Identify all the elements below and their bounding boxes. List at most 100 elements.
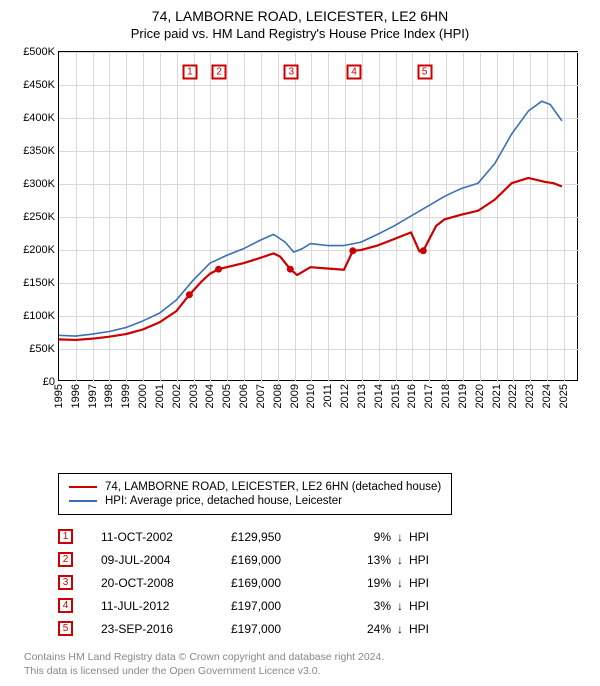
x-axis-label: 2021 bbox=[491, 384, 503, 408]
sale-point-dot bbox=[420, 247, 427, 254]
transaction-rel-label: HPI bbox=[409, 576, 449, 590]
y-axis-label: £250K bbox=[17, 211, 55, 223]
sale-marker-box: 3 bbox=[284, 64, 299, 79]
sale-marker-box: 1 bbox=[182, 64, 197, 79]
sale-marker-box: 5 bbox=[417, 64, 432, 79]
title-block: 74, LAMBORNE ROAD, LEICESTER, LE2 6HN Pr… bbox=[12, 8, 588, 41]
x-axis-label: 1996 bbox=[70, 384, 82, 408]
transaction-date: 09-JUL-2004 bbox=[101, 553, 231, 567]
attribution: Contains HM Land Registry data © Crown c… bbox=[24, 650, 588, 678]
x-axis-label: 1998 bbox=[103, 384, 115, 408]
transaction-pct: 9% bbox=[341, 530, 391, 544]
x-axis-label: 2006 bbox=[238, 384, 250, 408]
legend-label: HPI: Average price, detached house, Leic… bbox=[105, 495, 342, 507]
legend-item: 74, LAMBORNE ROAD, LEICESTER, LE2 6HN (d… bbox=[69, 480, 441, 494]
transaction-row: 320-OCT-2008£169,00019%↓HPI bbox=[58, 571, 588, 594]
transaction-rel-label: HPI bbox=[409, 553, 449, 567]
legend-item: HPI: Average price, detached house, Leic… bbox=[69, 494, 441, 508]
transaction-marker-box: 3 bbox=[58, 575, 73, 590]
x-axis-label: 2010 bbox=[305, 384, 317, 408]
y-axis-label: £50K bbox=[17, 343, 55, 355]
legend-label: 74, LAMBORNE ROAD, LEICESTER, LE2 6HN (d… bbox=[105, 481, 441, 493]
x-axis-label: 2013 bbox=[356, 384, 368, 408]
x-axis-label: 2014 bbox=[373, 384, 385, 408]
transaction-date: 23-SEP-2016 bbox=[101, 622, 231, 636]
transaction-price: £129,950 bbox=[231, 530, 341, 544]
x-axis-label: 1997 bbox=[87, 384, 99, 408]
y-axis-label: £350K bbox=[17, 145, 55, 157]
x-axis-label: 2024 bbox=[541, 384, 553, 408]
transaction-table: 111-OCT-2002£129,9509%↓HPI209-JUL-2004£1… bbox=[58, 525, 588, 640]
sale-point-dot bbox=[215, 266, 222, 273]
sale-marker-box: 2 bbox=[212, 64, 227, 79]
line-layer bbox=[59, 52, 577, 380]
chart-title: 74, LAMBORNE ROAD, LEICESTER, LE2 6HN bbox=[12, 8, 588, 24]
x-axis-label: 2020 bbox=[474, 384, 486, 408]
sale-point-dot bbox=[349, 247, 356, 254]
x-axis-label: 2008 bbox=[272, 384, 284, 408]
chart-area: £0 £50K £100K £150K £200K £250K £300K £350K £400… bbox=[12, 47, 588, 437]
transaction-marker-box: 1 bbox=[58, 529, 73, 544]
y-axis-label: £300K bbox=[17, 178, 55, 190]
transaction-price: £197,000 bbox=[231, 622, 341, 636]
transaction-pct: 24% bbox=[341, 622, 391, 636]
transaction-price: £169,000 bbox=[231, 553, 341, 567]
series-line bbox=[59, 178, 562, 340]
legend-swatch bbox=[69, 500, 97, 503]
x-axis-label: 2022 bbox=[507, 384, 519, 408]
x-axis-label: 2012 bbox=[339, 384, 351, 408]
transaction-marker-box: 5 bbox=[58, 621, 73, 636]
x-axis-label: 1995 bbox=[53, 384, 65, 408]
x-axis-label: 2005 bbox=[221, 384, 233, 408]
y-axis-label: £450K bbox=[17, 79, 55, 91]
down-arrow-icon: ↓ bbox=[391, 622, 409, 636]
x-axis-label: 2023 bbox=[524, 384, 536, 408]
x-axis-label: 2003 bbox=[188, 384, 200, 408]
transaction-marker-box: 2 bbox=[58, 552, 73, 567]
transaction-price: £197,000 bbox=[231, 599, 341, 613]
transaction-row: 4 11-JUL-2012£197,0003%↓HPI bbox=[58, 594, 588, 617]
x-axis-label: 2009 bbox=[289, 384, 301, 408]
down-arrow-icon: ↓ bbox=[391, 599, 409, 613]
transaction-pct: 13% bbox=[341, 553, 391, 567]
down-arrow-icon: ↓ bbox=[391, 553, 409, 567]
x-axis-label: 2017 bbox=[423, 384, 435, 408]
transaction-marker-box: 4 bbox=[58, 598, 73, 613]
x-axis-label: 2018 bbox=[440, 384, 452, 408]
transaction-price: £169,000 bbox=[231, 576, 341, 590]
attribution-line: This data is licensed under the Open Gov… bbox=[24, 664, 588, 678]
transaction-row: 1 11-OCT-2002£129,9509%↓HPI bbox=[58, 525, 588, 548]
down-arrow-icon: ↓ bbox=[391, 530, 409, 544]
transaction-date: 11-OCT-2002 bbox=[101, 530, 231, 544]
y-axis-label: £0 bbox=[17, 376, 55, 388]
x-axis-label: 2000 bbox=[137, 384, 149, 408]
sale-point-dot bbox=[186, 291, 193, 298]
transaction-pct: 3% bbox=[341, 599, 391, 613]
transaction-row: 2 09-JUL-2004£169,00013%↓HPI bbox=[58, 548, 588, 571]
x-axis-label: 2004 bbox=[204, 384, 216, 408]
x-axis-label: 2025 bbox=[558, 384, 570, 408]
legend: 74, LAMBORNE ROAD, LEICESTER, LE2 6HN (d… bbox=[58, 473, 452, 515]
y-axis-label: £150K bbox=[17, 277, 55, 289]
x-axis-label: 2002 bbox=[171, 384, 183, 408]
legend-swatch bbox=[69, 486, 97, 489]
transaction-rel-label: HPI bbox=[409, 622, 449, 636]
transaction-row: 5 23-SEP-2016£197,00024%↓HPI bbox=[58, 617, 588, 640]
transaction-rel-label: HPI bbox=[409, 530, 449, 544]
x-axis-label: 2011 bbox=[322, 384, 334, 408]
figure-container: 74, LAMBORNE ROAD, LEICESTER, LE2 6HN Pr… bbox=[0, 0, 600, 686]
down-arrow-icon: ↓ bbox=[391, 576, 409, 590]
y-axis-label: £200K bbox=[17, 244, 55, 256]
series-line bbox=[59, 101, 562, 336]
y-axis-label: £100K bbox=[17, 310, 55, 322]
sale-marker-box: 4 bbox=[347, 64, 362, 79]
x-axis-label: 2007 bbox=[255, 384, 267, 408]
plot-area: £0£50K£100K£150K£200K£250K£300K£350K£400… bbox=[58, 51, 578, 381]
y-axis-label: £400K bbox=[17, 112, 55, 124]
x-axis-label: 2019 bbox=[457, 384, 469, 408]
x-axis-label: 2015 bbox=[390, 384, 402, 408]
x-axis-label: 2001 bbox=[154, 384, 166, 408]
transaction-rel-label: HPI bbox=[409, 599, 449, 613]
transaction-date: 11-JUL-2012 bbox=[101, 599, 231, 613]
x-axis-label: 1999 bbox=[120, 384, 132, 408]
